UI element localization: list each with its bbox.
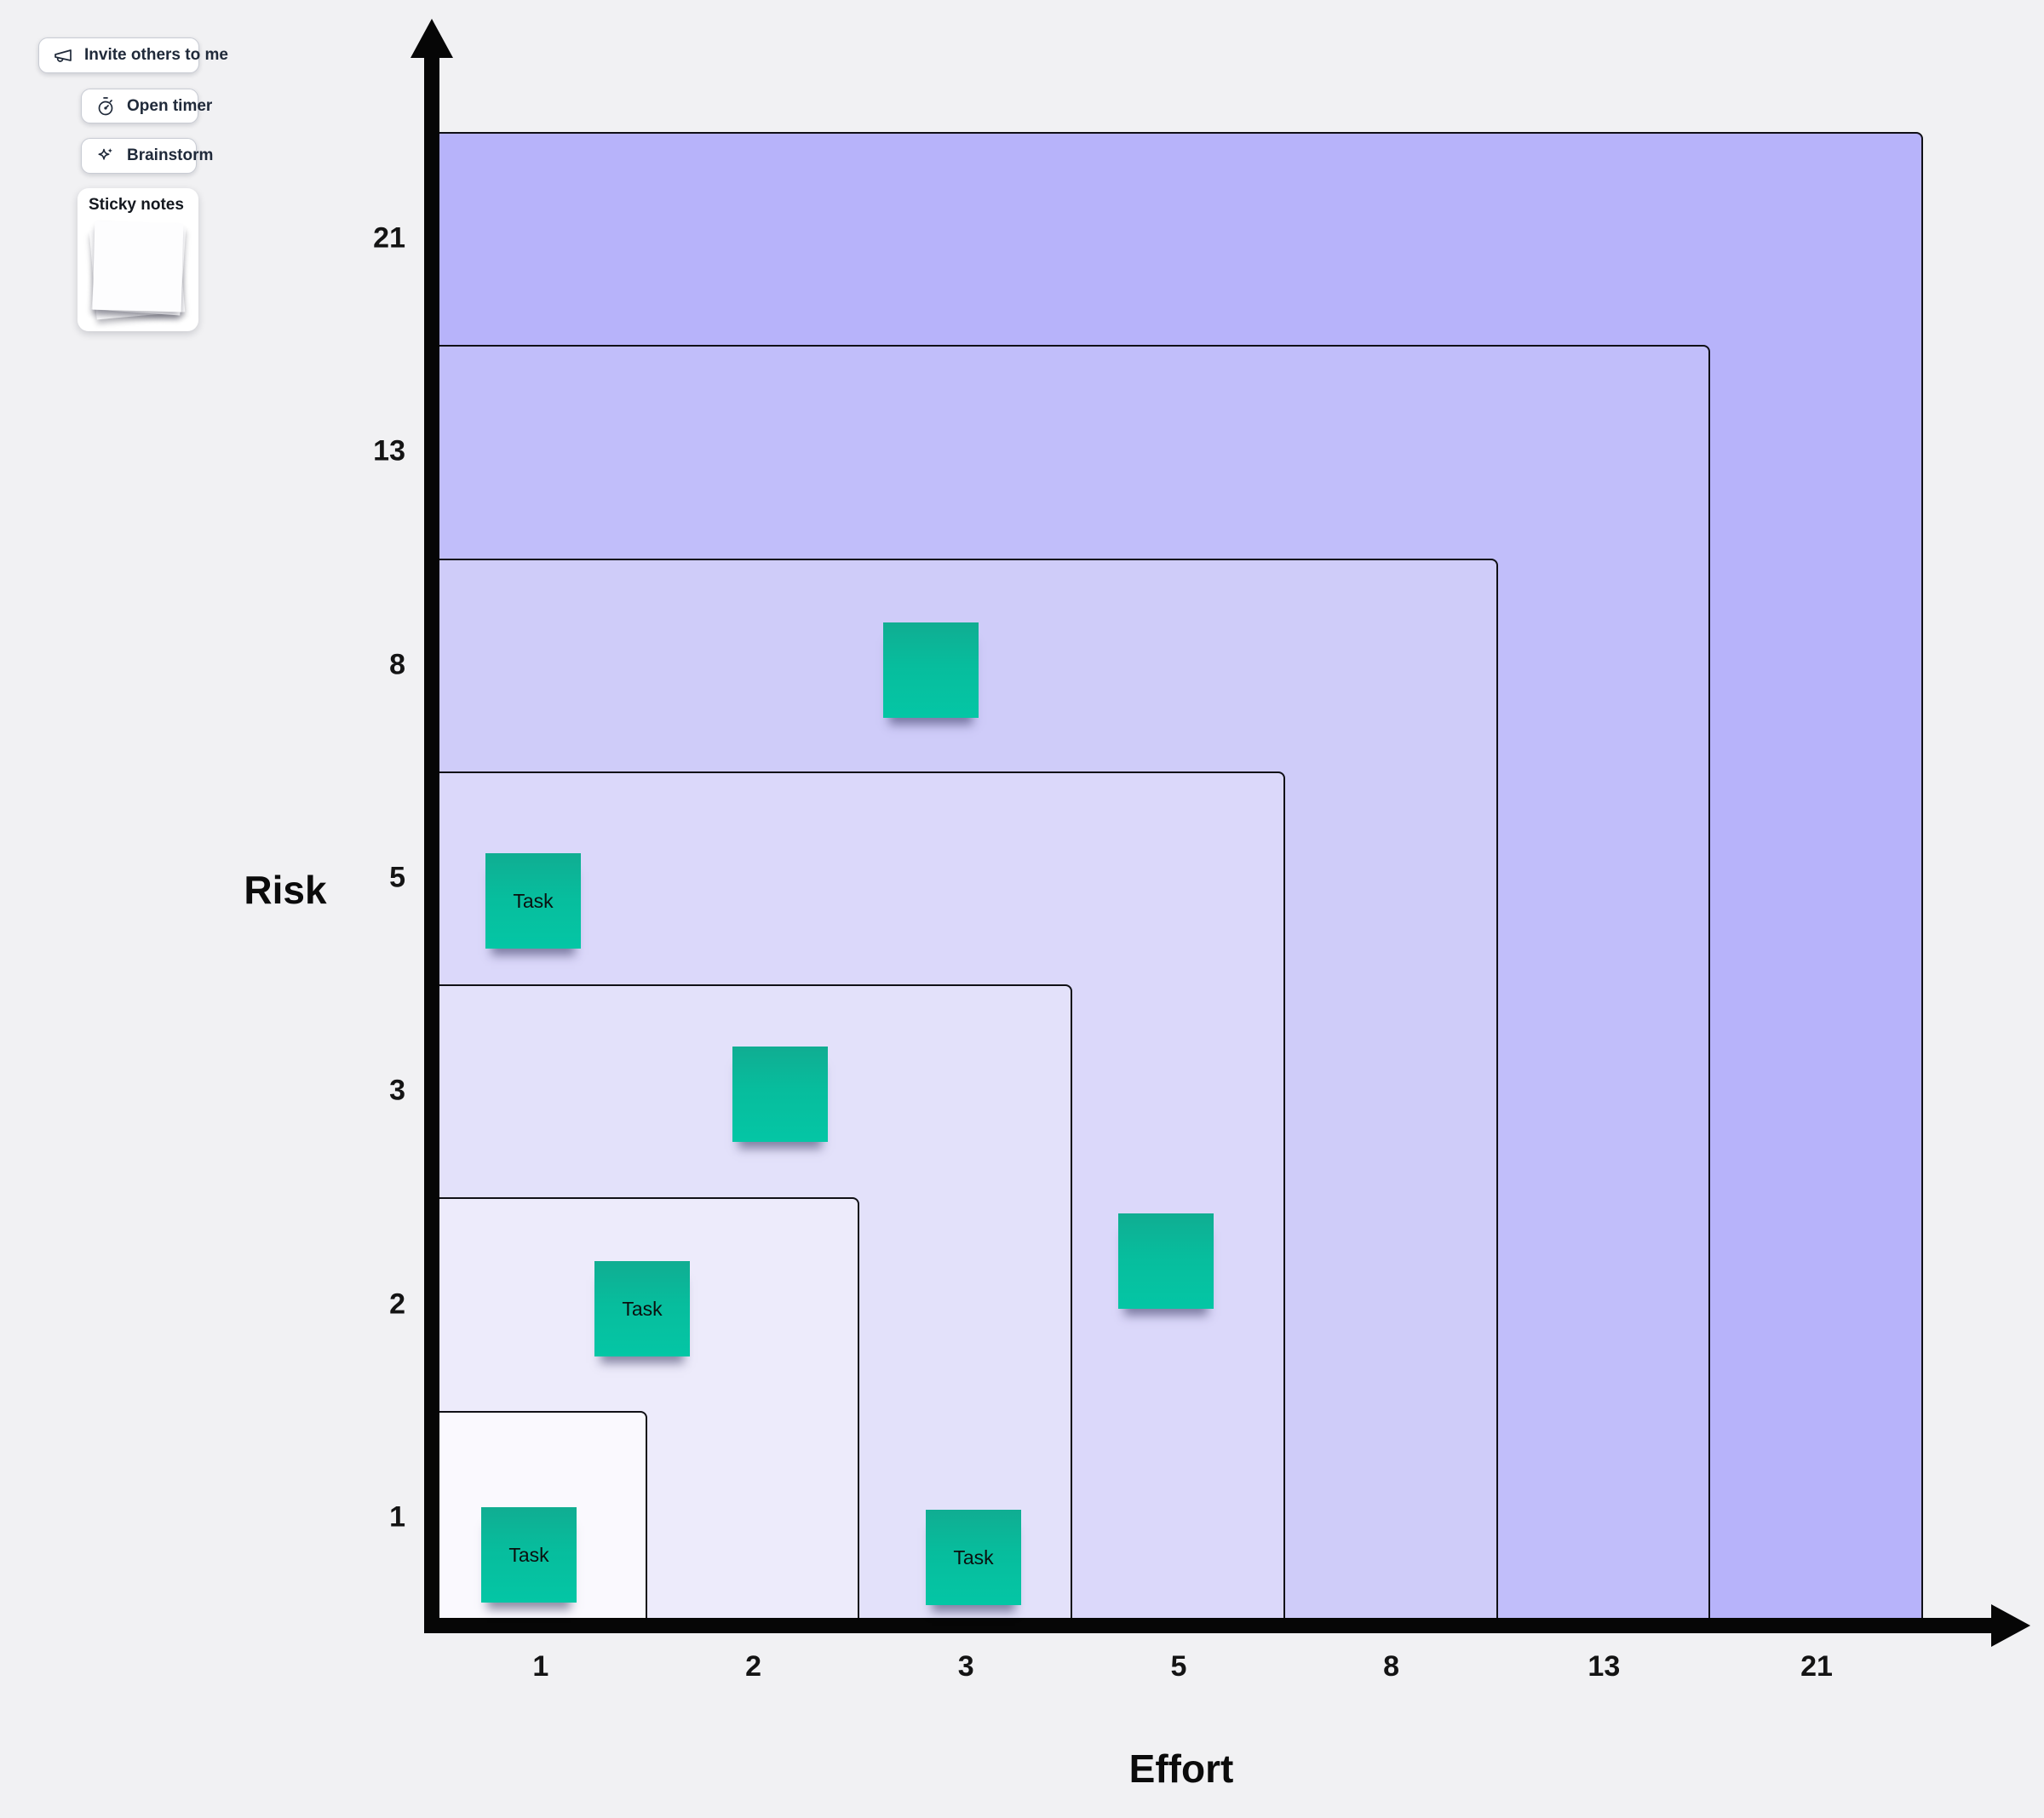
y-tick-label-2: 2 [389,1288,405,1321]
x-tick-label-21: 21 [1800,1650,1833,1683]
sticky-note-blank[interactable] [1118,1213,1214,1309]
x-tick-label-2: 2 [745,1650,762,1683]
x-axis-title: Effort [1128,1746,1234,1791]
x-tick-label-8: 8 [1383,1650,1400,1683]
y-tick-label-3: 3 [389,1074,405,1107]
sparkles-icon [95,146,116,166]
y-axis-arrow [411,19,453,58]
stopwatch-icon [95,96,116,117]
sticky-note-label: Task [513,889,554,912]
x-axis-arrow [1991,1604,2030,1647]
sticky-note-task[interactable]: Task [481,1507,577,1603]
x-tick-label-1: 1 [532,1650,549,1683]
y-axis-title: Risk [244,868,327,912]
x-axis-line [424,1618,1999,1633]
sticky-note-task[interactable]: Task [594,1261,690,1356]
brainstorm-label: Brainstorm [127,146,214,164]
open-timer-label: Open timer [127,96,213,115]
megaphone-icon [53,45,73,66]
y-tick-label-13: 13 [373,434,405,467]
sticky-note-stack-sheet [92,221,184,313]
sticky-note-blank[interactable] [883,622,979,718]
sticky-note-task[interactable]: Task [485,853,581,949]
invite-others-label: Invite others to me [84,46,228,64]
y-tick-label-5: 5 [389,861,405,894]
sticky-note-blank[interactable] [732,1047,828,1142]
sticky-note-label: Task [953,1546,994,1569]
y-tick-label-1: 1 [389,1500,405,1534]
sticky-note-task[interactable]: Task [926,1510,1021,1605]
y-tick-label-21: 21 [373,221,405,255]
brainstorm-button[interactable]: Brainstorm [81,138,213,174]
x-tick-label-5: 5 [1170,1650,1187,1683]
y-axis-line [424,49,439,1633]
invite-others-button[interactable]: Invite others to me [38,37,228,73]
sticky-notes-panel-title: Sticky notes [89,196,184,214]
x-tick-label-13: 13 [1588,1650,1621,1683]
y-tick-label-8: 8 [389,648,405,681]
sticky-notes-panel[interactable]: Sticky notes [78,188,198,331]
open-timer-button[interactable]: Open timer [81,89,212,123]
x-tick-label-3: 3 [957,1650,974,1683]
sticky-note-label: Task [622,1297,663,1320]
sticky-note-label: Task [508,1543,549,1566]
